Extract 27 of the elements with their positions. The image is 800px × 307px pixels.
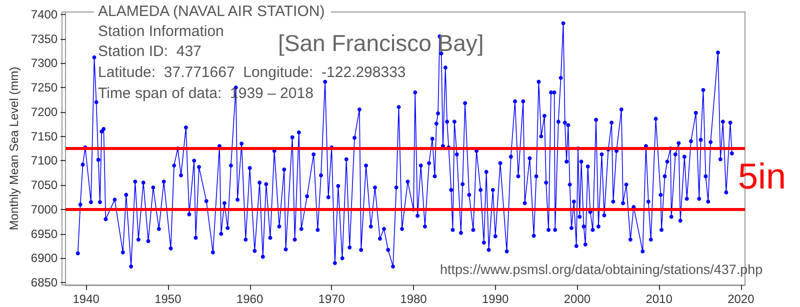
y-tick-label: 7400 — [30, 7, 58, 22]
annotation: Station Information — [98, 22, 224, 40]
x-tick-label: 1970 — [318, 292, 346, 306]
y-tick-label: 7100 — [30, 154, 58, 168]
y-tick-label: 7000 — [30, 202, 58, 216]
x-tick-label: 1940 — [72, 292, 100, 306]
y-tick-label: 6850 — [30, 276, 58, 290]
y-tick-label: 7300 — [30, 56, 58, 70]
y-axis-title: Monthly Mean Sea Level (mm) — [7, 66, 21, 230]
x-tick-label: 1960 — [236, 292, 264, 306]
x-tick-label: 2020 — [728, 292, 755, 306]
x-tick-label: 1950 — [154, 292, 182, 306]
x-tick-label: 2000 — [564, 292, 591, 306]
y-tick-label: 6950 — [30, 226, 58, 241]
y-tick-label: 7350 — [30, 32, 58, 46]
chart-title: ALAMEDA (NAVAL AIR STATION) — [98, 3, 325, 20]
annotation: Latitude: 37.771667 Longitude: -122.298333 — [98, 64, 406, 81]
x-tick-label: 2010 — [646, 292, 673, 306]
x-tick-label: 1990 — [482, 292, 510, 306]
y-tick-label: 7250 — [30, 80, 58, 95]
y-tick-label: 7200 — [30, 104, 58, 119]
y-tick-label: 7150 — [30, 129, 58, 144]
annotation: Station ID: 437 — [98, 42, 202, 60]
x-tick-label: 1980 — [400, 292, 428, 306]
y-tick-label: 6900 — [30, 251, 58, 266]
y-tick-label: 7050 — [30, 178, 58, 192]
annotation: 5in — [738, 156, 786, 197]
